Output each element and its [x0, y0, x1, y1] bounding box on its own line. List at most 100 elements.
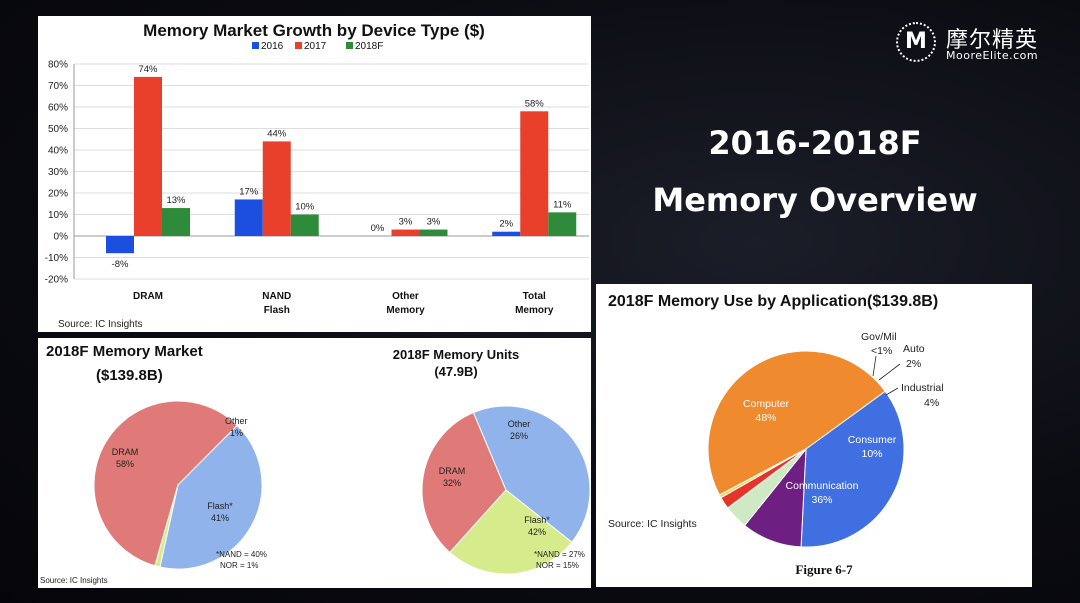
bar-value-label: 13%	[166, 195, 186, 206]
y-tick-label: 10%	[48, 210, 68, 221]
application-panel: 2018F Memory Use by Application($139.8B)…	[596, 284, 1032, 587]
pie-value: 10%	[861, 448, 882, 460]
bar-value-label: 3%	[427, 217, 441, 228]
market-title-line1: 2018F Memory Market	[46, 343, 203, 360]
pie-label: DRAM	[439, 466, 466, 476]
market-units-charts: 2018F Memory Market ($139.8B) DRAM 58% Fla…	[40, 343, 591, 585]
logo-chinese-text: 摩尔精英	[946, 28, 1039, 53]
moore-elite-logo: M 摩尔精英 MooreElite.com	[896, 20, 1048, 64]
bar-2017	[391, 229, 420, 236]
market-title-line2: ($139.8B)	[96, 367, 163, 384]
pie-slice-other	[154, 484, 179, 568]
y-tick-label: 80%	[48, 60, 68, 71]
pie-value: 48%	[755, 412, 776, 424]
bar-2018F	[548, 212, 577, 236]
pie-slice-flash	[159, 424, 263, 570]
logo-mark-icon: M	[896, 22, 936, 62]
pie-label: Consumer	[848, 434, 897, 446]
units-title-line1: 2018F Memory Units	[393, 347, 519, 362]
category-label: DRAM	[133, 291, 163, 302]
leader-line	[872, 355, 877, 377]
category-label: NAND	[262, 291, 291, 302]
pie-value: 41%	[211, 513, 229, 523]
growth-y-ticks: -20% -10% 0% 10% 20% 30% 40% 50% 60% 70% 80%	[45, 60, 68, 286]
bar-2016	[106, 236, 134, 254]
slide-title-year: 2016-2018F	[708, 124, 922, 162]
bar-value-label: 17%	[239, 186, 259, 197]
application-pie	[707, 350, 905, 548]
pie-value: 1%	[230, 428, 243, 438]
pie-slice-dram	[93, 400, 238, 567]
bar-value-label: 74%	[138, 64, 158, 75]
y-tick-label: 20%	[48, 189, 68, 200]
pie-slice-flash	[472, 405, 591, 543]
legend-label: 2018F	[355, 41, 383, 52]
bar-value-label: 0%	[371, 223, 385, 234]
bar-value-label: 10%	[295, 202, 315, 213]
pie-label: Other	[508, 419, 531, 429]
growth-chart-title: Memory Market Growth by Device Type ($)	[143, 21, 485, 40]
bar-value-label: 3%	[399, 217, 413, 228]
bar-2017	[262, 141, 291, 236]
y-tick-label: 0%	[54, 232, 69, 243]
pie-value: 4%	[924, 397, 939, 409]
y-tick-label: 50%	[48, 124, 68, 135]
pie-value: 58%	[116, 459, 134, 469]
category-label: Memory	[386, 305, 425, 316]
units-note-line1: *NAND = 27%	[534, 550, 585, 559]
growth-source: Source: IC Insights	[58, 319, 142, 330]
application-source: Source: IC Insights	[608, 518, 697, 530]
pie-value: 2%	[906, 358, 921, 370]
category-label: Flash	[264, 305, 290, 316]
bar-value-label: -8%	[112, 259, 129, 270]
bar-value-label: 44%	[267, 128, 287, 139]
application-chart: 2018F Memory Use by Application($139.8B)…	[608, 293, 944, 577]
market-note-line2: NOR = 1%	[220, 561, 258, 570]
leader-line	[885, 387, 899, 396]
bar-value-label: 11%	[553, 199, 572, 210]
pie-slice-other	[449, 489, 573, 575]
leader-line	[878, 363, 901, 381]
category-label: Memory	[515, 305, 554, 316]
market-units-panel: 2018F Memory Market ($139.8B) DRAM 58% Fla…	[38, 338, 591, 588]
y-tick-label: -10%	[45, 253, 68, 264]
pie-label: Auto	[903, 343, 925, 355]
market-pie: DRAM 58% Flash* 41% Other 1%	[93, 400, 263, 570]
bar-2018F	[419, 229, 448, 236]
bar-2018F	[290, 214, 319, 236]
y-tick-label: 30%	[48, 167, 68, 178]
legend-swatch	[252, 42, 259, 49]
pie-label: Flash*	[524, 515, 550, 525]
bar-value-label: 58%	[525, 98, 545, 109]
growth-bar-chart: Memory Market Growth by Device Type ($) …	[45, 21, 589, 330]
pie-label: Flash*	[207, 501, 233, 511]
logo-english-text: MooreElite.com	[946, 49, 1039, 62]
bar-value-label: 2%	[499, 219, 513, 230]
pie-value: 26%	[510, 431, 528, 441]
y-tick-label: 70%	[48, 81, 68, 92]
pie-slice-computer	[707, 350, 886, 496]
pie-value: 32%	[443, 478, 461, 488]
pie-slice-govmil	[718, 448, 807, 499]
application-caption: Figure 6-7	[795, 562, 853, 577]
growth-bars: -8% 74% 13% 17% 44% 10% 0% 3% 3% 2% 58% 11%	[106, 64, 577, 270]
legend-label: 2017	[304, 41, 327, 52]
growth-legend: 2016 2017 2018F	[252, 41, 383, 52]
legend-swatch	[295, 42, 302, 49]
bar-2017	[134, 76, 162, 237]
market-note-line1: *NAND = 40%	[216, 550, 267, 559]
bar-2016	[492, 231, 521, 236]
pie-value: 36%	[811, 494, 832, 506]
legend-swatch	[346, 42, 353, 49]
pie-label: Industrial	[901, 382, 944, 394]
bar-2016	[234, 199, 263, 236]
pie-label: Gov/Mil	[861, 331, 897, 343]
pie-label: DRAM	[112, 447, 139, 457]
pie-slice-dram	[421, 411, 507, 554]
pie-value: 42%	[528, 527, 546, 537]
bar-2017	[520, 111, 549, 236]
units-pie: DRAM 32% Flash* 42% Other 26%	[421, 405, 591, 575]
category-label: Total	[523, 291, 546, 302]
pie-value: <1%	[871, 345, 892, 357]
slide-title-topic: Memory Overview	[652, 181, 978, 219]
